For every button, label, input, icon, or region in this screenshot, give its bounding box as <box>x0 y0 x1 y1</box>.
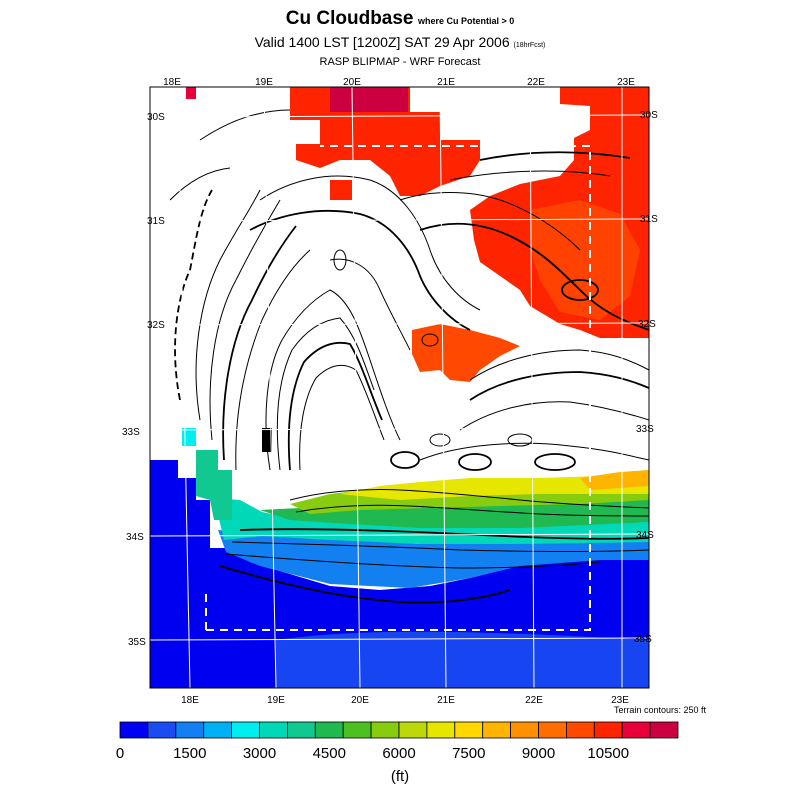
map-frame <box>149 86 650 689</box>
lat-right-label: 33S <box>636 424 654 435</box>
terrain-contours <box>169 109 649 604</box>
coastal-yellow-band <box>340 472 649 500</box>
model-name: RASP BLIPMAP - WRF Forecast <box>319 56 481 68</box>
lat-left-label: 32S <box>147 320 165 331</box>
lat-left-label: 30S <box>147 112 165 123</box>
lon-bottom-label: 22E <box>525 695 543 706</box>
lat-right-label: 35S <box>634 634 652 645</box>
lon-top-label: 20E <box>343 77 361 88</box>
lon-top-label: 19E <box>255 77 273 88</box>
lat-left-label: 35S <box>128 637 146 648</box>
lon-bottom-label: 23E <box>611 695 629 706</box>
valid-time-line: Valid 1400 LST [1200Z] SAT 29 Apr 2006 (… <box>0 34 800 50</box>
mid-red-cell <box>330 180 352 200</box>
west-teal-patch <box>182 428 196 446</box>
northeast-deep-field <box>530 200 640 320</box>
lon-bottom-label: 21E <box>437 695 455 706</box>
lon-bottom-label: 18E <box>181 695 199 706</box>
coastal-cyan-band <box>214 498 649 544</box>
north-peak-field <box>330 87 408 112</box>
north-strip-field <box>290 87 480 196</box>
central-orange-field <box>412 324 520 382</box>
lon-bottom-label: 19E <box>267 695 285 706</box>
coastal-orange-band <box>580 470 649 490</box>
lat-right-label: 34S <box>636 530 654 541</box>
lon-bottom-label: 20E <box>351 695 369 706</box>
lat-right-label: 31S <box>640 214 658 225</box>
inner-domain-boundary <box>205 145 591 631</box>
lat-right-label: 32S <box>638 319 656 330</box>
nearshore-field <box>276 631 649 688</box>
west-cyan-patch <box>196 450 232 520</box>
page-title: Cu Cloudbase where Cu Potential > 0 <box>0 8 800 30</box>
lat-right-label: 30S <box>640 110 658 121</box>
lon-top-label: 23E <box>617 77 635 88</box>
lon-top-label: 22E <box>527 77 545 88</box>
lon-top-label: 18E <box>163 77 181 88</box>
far-south-blue-cell <box>150 574 180 604</box>
colorbar-unit: (ft) <box>390 768 410 785</box>
small-red-cell <box>186 87 196 99</box>
terrain-contour-note: Terrain contours: 250 ft <box>613 705 706 715</box>
lat-left-label: 34S <box>126 532 144 543</box>
title-qualifier: where Cu Potential > 0 <box>417 16 515 26</box>
valid-time: Valid 1400 LST [1200Z] SAT 29 Apr 2006 <box>254 34 510 50</box>
lon-top-label: 21E <box>437 77 455 88</box>
lat-left-label: 31S <box>147 216 165 227</box>
forecast-hours: (18hrFcst) <box>513 42 546 49</box>
title-main: Cu Cloudbase <box>285 8 414 29</box>
lat-left-label: 33S <box>122 427 140 438</box>
latlon-grid <box>150 87 649 688</box>
